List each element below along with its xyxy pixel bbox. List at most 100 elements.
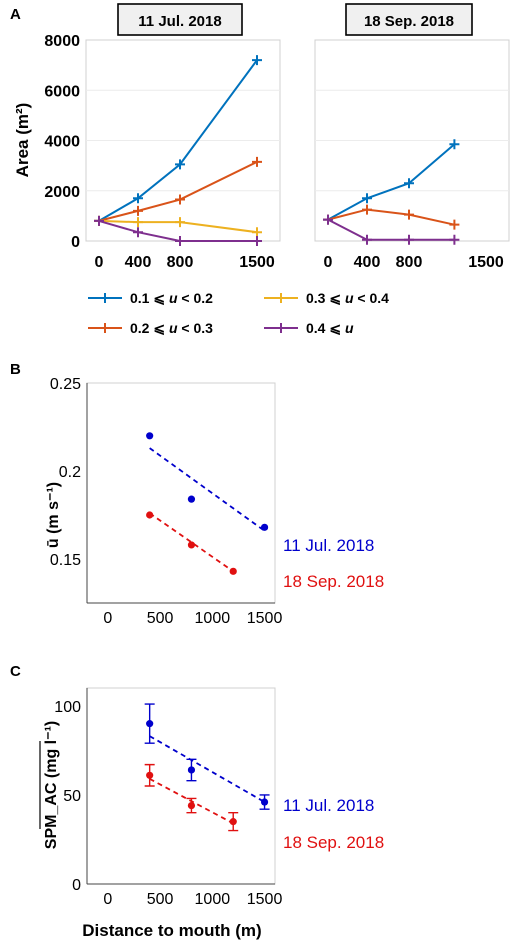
- panel-c-ylabel: SPM_AC (mg l⁻¹): [43, 721, 60, 849]
- panel-a-xtick-label: 800: [396, 254, 423, 271]
- data-point-marker: [133, 205, 143, 216]
- xtick-label: 0: [103, 610, 112, 627]
- panel-b-legend-series-2: 18 Sep. 2018: [283, 572, 384, 591]
- legend-label: 0.3 ⩽ u < 0.4: [306, 290, 389, 306]
- legend-label: 0.1 ⩽ u < 0.2: [130, 290, 213, 306]
- series-line: [98, 160, 258, 222]
- panel-b-ylabel-text: ū (m s⁻¹): [45, 482, 62, 548]
- data-point-marker: [449, 139, 460, 150]
- panel-a-ytick-label: 4000: [44, 134, 80, 151]
- legend-marker: [100, 323, 110, 333]
- data-point-marker: [362, 234, 372, 245]
- panel-c-legend-series-1: 11 Jul. 2018: [283, 796, 374, 815]
- trend-line: [149, 512, 234, 573]
- data-point: [229, 567, 237, 575]
- panel-a-xtick-label: 400: [125, 254, 152, 271]
- xtick-label: 1500: [247, 891, 283, 908]
- plot-frame: [86, 687, 276, 885]
- panel-a-legend: 0.1 ⩽ u < 0.2 0.3 ⩽ u < 0.4 0.2 ⩽ u < 0.3 0…: [88, 290, 389, 336]
- data-point: [260, 798, 269, 806]
- data-point: [187, 766, 196, 774]
- legend-marker: [276, 293, 286, 303]
- panel-c-legend-series-2: 18 Sep. 2018: [283, 833, 384, 852]
- data-point: [146, 511, 154, 519]
- xtick-label: 1500: [247, 610, 283, 627]
- trend-line: [149, 735, 266, 803]
- data-point-marker: [362, 204, 372, 215]
- data-point: [229, 818, 237, 826]
- xtick-label: 1000: [195, 610, 231, 627]
- data-point: [146, 771, 154, 779]
- panel-label-c: C: [10, 663, 21, 680]
- data-point: [146, 432, 154, 440]
- data-point-marker: [175, 194, 185, 205]
- panel-a2-gridlines: [315, 89, 509, 192]
- data-point-marker: [175, 236, 185, 246]
- data-point: [187, 802, 196, 810]
- panel-a-xtick-label: 1500: [239, 254, 275, 271]
- series-line: [327, 208, 455, 226]
- panel-a-xtick-label: 0: [324, 254, 333, 271]
- xtick-label: 0: [103, 891, 112, 908]
- legend-label: 0.2 ⩽ u < 0.3: [130, 320, 213, 336]
- panel-a2-plot: [314, 39, 510, 245]
- series-line: [98, 219, 258, 234]
- panel-c-plot: 0 500 1000 1500 0 50 100: [54, 687, 283, 908]
- series-line: [327, 218, 455, 241]
- panel-a1-series: [94, 55, 262, 246]
- data-point-marker: [449, 219, 460, 230]
- panel-a2-xticks: 0 400 800 1500: [324, 254, 504, 271]
- ytick-label: 100: [54, 699, 81, 716]
- data-point: [187, 495, 196, 503]
- ytick-label: 50: [63, 788, 81, 805]
- panel-a2-title: 18 Sep. 2018: [364, 13, 454, 30]
- ytick-label: 0.25: [50, 376, 81, 393]
- data-point: [146, 720, 154, 728]
- panel-a-xtick-label: 800: [167, 254, 194, 271]
- legend-label: 0.4 ⩽ u: [306, 320, 354, 336]
- series-line: [98, 59, 258, 222]
- series-line: [327, 143, 456, 221]
- panel-label-b: B: [10, 361, 21, 378]
- data-point-marker: [449, 234, 460, 245]
- panel-a1-yticks: 0 2000 4000 6000 8000: [44, 33, 80, 251]
- panel-a-xtick-label: 400: [354, 254, 381, 271]
- data-point-marker: [252, 55, 262, 66]
- panel-a-xtick-label: 0: [95, 254, 104, 271]
- ytick-label: 0.15: [50, 552, 81, 569]
- data-point: [260, 523, 269, 531]
- data-point-marker: [404, 234, 414, 245]
- data-point-marker: [362, 193, 372, 204]
- panel-b-legend-series-1: 11 Jul. 2018: [283, 536, 374, 555]
- panel-a-ytick-label: 0: [71, 234, 80, 251]
- panel-a-ylabel: Area (m²): [13, 103, 32, 178]
- data-point-marker: [94, 215, 104, 226]
- panel-a1-title-box: 11 Jul. 2018: [117, 3, 243, 36]
- data-point-marker: [175, 159, 185, 170]
- data-point-marker: [175, 217, 185, 228]
- data-point-marker: [252, 156, 262, 167]
- panel-a1-gridlines: [86, 89, 280, 192]
- data-point-marker: [133, 217, 143, 228]
- panel-a1-plot: [85, 39, 281, 246]
- panel-b-ylabel: ū (m s⁻¹): [45, 482, 62, 548]
- data-point-marker: [404, 178, 414, 189]
- panel-a1-xticks: 0 400 800 1500: [95, 254, 275, 271]
- panel-c-xlabel: Distance to mouth (m): [82, 921, 261, 940]
- panel-a1-title: 11 Jul. 2018: [138, 13, 221, 30]
- xtick-label: 1000: [195, 891, 231, 908]
- trend-line: [149, 447, 266, 532]
- data-point-marker: [252, 236, 262, 246]
- panel-a2-series: [323, 139, 460, 245]
- ytick-label: 0: [72, 877, 81, 894]
- panel-label-a: A: [10, 6, 21, 23]
- data-point-marker: [133, 227, 143, 238]
- legend-marker: [100, 293, 110, 303]
- panel-a-ytick-label: 6000: [44, 83, 80, 100]
- plot-frame: [86, 382, 276, 604]
- xtick-label: 500: [147, 610, 174, 627]
- data-point-marker: [252, 227, 262, 238]
- data-point: [187, 541, 196, 549]
- panel-a2-title-box: 18 Sep. 2018: [345, 3, 473, 36]
- data-point-marker: [404, 209, 414, 220]
